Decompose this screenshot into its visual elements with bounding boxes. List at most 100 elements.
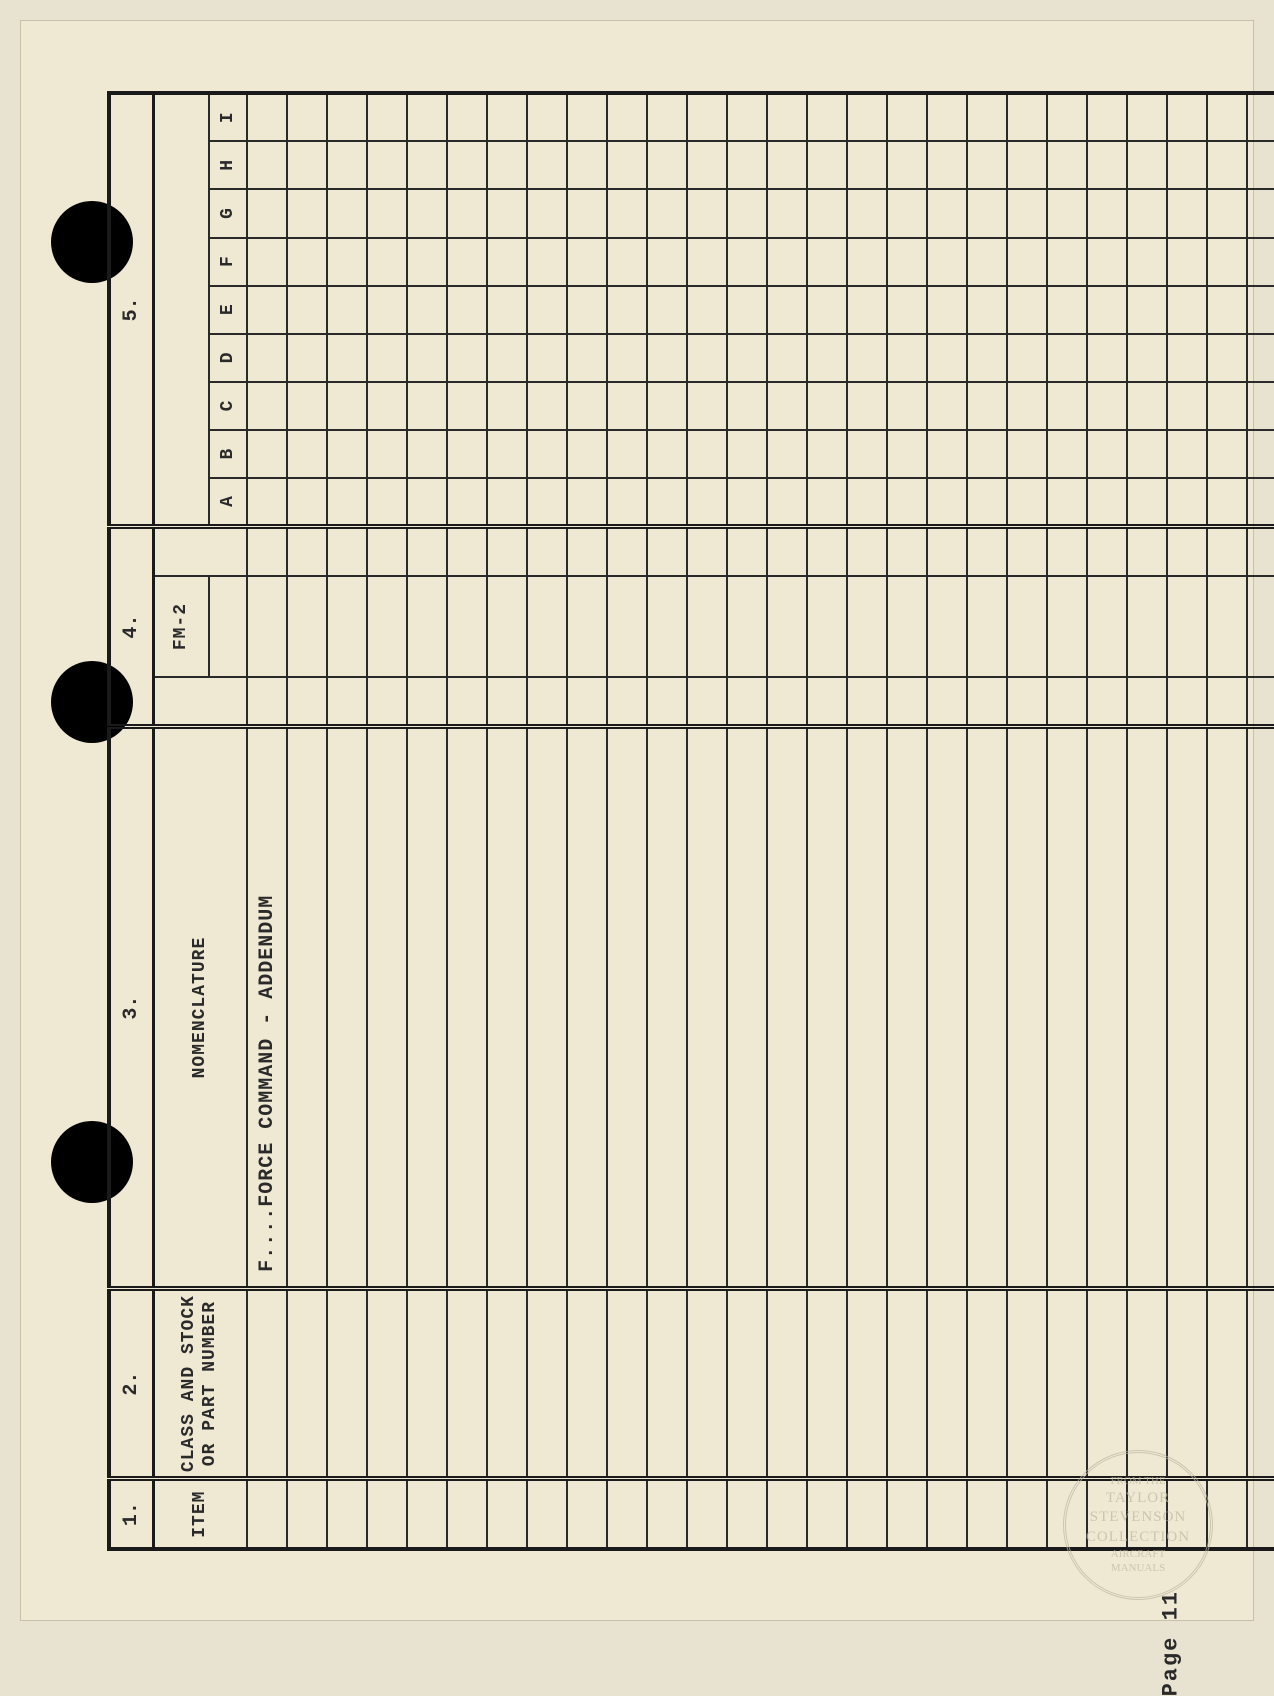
cell-s5 [327, 189, 367, 237]
cell-s5 [447, 381, 487, 429]
table-row [1047, 93, 1087, 1549]
cell-s5 [887, 333, 927, 381]
cell-fm2 [767, 526, 807, 576]
cell-s5 [687, 430, 727, 478]
cell-stock [1047, 1288, 1087, 1479]
cell-fm2 [607, 676, 647, 726]
cell-fm2 [1247, 526, 1274, 576]
cell-s5 [967, 189, 1007, 237]
cell-s5 [567, 93, 607, 141]
cell-fm2 [247, 576, 287, 676]
cell-nomen [1207, 726, 1247, 1288]
cell-s5 [247, 333, 287, 381]
cell-s5 [567, 478, 607, 526]
form-table-wrap: 1. 2. 3. 4. 5. ITEM CLASS AND STOCK OR P… [107, 91, 1167, 1551]
table-row: F....FORCE COMMAND - ADDENDUM [247, 93, 287, 1549]
cell-fm2 [647, 576, 687, 676]
cell-nomen [767, 726, 807, 1288]
cell-item [647, 1478, 687, 1548]
cell-s5 [1087, 333, 1127, 381]
cell-stock [1207, 1288, 1247, 1479]
section-number-row: 1. 2. 3. 4. 5. [109, 93, 153, 1549]
cell-item [767, 1478, 807, 1548]
cell-s5 [927, 381, 967, 429]
cell-s5 [287, 141, 327, 189]
cell-s5 [847, 237, 887, 285]
cell-nomen [887, 726, 927, 1288]
cell-fm2 [287, 576, 327, 676]
cell-fm2 [447, 676, 487, 726]
cell-fm2 [367, 526, 407, 576]
cell-s5 [327, 430, 367, 478]
cell-s5 [287, 189, 327, 237]
cell-nomen [447, 726, 487, 1288]
cell-s5 [887, 430, 927, 478]
cell-s5 [367, 189, 407, 237]
cell-nomen [1247, 726, 1274, 1288]
cell-s5 [807, 141, 847, 189]
cell-fm2 [887, 576, 927, 676]
table-row [1167, 93, 1207, 1549]
cell-s5 [967, 430, 1007, 478]
col-header-item: ITEM [153, 1478, 247, 1548]
cell-s5 [327, 381, 367, 429]
cell-s5 [887, 381, 927, 429]
cell-s5 [1167, 93, 1207, 141]
cell-s5 [567, 430, 607, 478]
table-row [1207, 93, 1247, 1549]
cell-s5 [1247, 478, 1274, 526]
cell-s5 [727, 285, 767, 333]
cell-fm2 [367, 676, 407, 726]
cell-s5 [607, 237, 647, 285]
cell-item [687, 1478, 727, 1548]
table-row [807, 93, 847, 1549]
cell-s5 [407, 141, 447, 189]
cell-s5 [1127, 381, 1167, 429]
cell-s5 [1167, 381, 1207, 429]
cell-stock [807, 1288, 847, 1479]
cell-s5 [447, 93, 487, 141]
cell-s5 [487, 381, 527, 429]
cell-stock [447, 1288, 487, 1479]
cell-nomen [927, 726, 967, 1288]
stamp-line: TAYLOR [1066, 1489, 1210, 1509]
cell-s5 [847, 141, 887, 189]
cell-s5 [487, 333, 527, 381]
cell-stock [527, 1288, 567, 1479]
cell-s5 [1007, 333, 1047, 381]
cell-nomen [1167, 726, 1207, 1288]
cell-s5 [647, 333, 687, 381]
cell-s5 [327, 93, 367, 141]
cell-item [1207, 1478, 1247, 1548]
cell-s5 [1127, 189, 1167, 237]
table-row [727, 93, 767, 1549]
section-num-3: 3. [109, 726, 153, 1288]
col-header-fm2-pad-r [153, 526, 247, 576]
cell-s5 [1047, 381, 1087, 429]
cell-s5 [247, 381, 287, 429]
cell-s5 [447, 285, 487, 333]
cell-s5 [847, 333, 887, 381]
cell-item [967, 1478, 1007, 1548]
cell-item [607, 1478, 647, 1548]
cell-fm2 [607, 576, 647, 676]
cell-s5 [1007, 285, 1047, 333]
cell-s5 [767, 189, 807, 237]
cell-fm2 [1087, 526, 1127, 576]
cell-s5 [647, 141, 687, 189]
cell-s5 [647, 93, 687, 141]
cell-fm2 [1047, 576, 1087, 676]
cell-s5 [927, 478, 967, 526]
cell-stock [727, 1288, 767, 1479]
cell-fm2 [1127, 526, 1167, 576]
cell-fm2 [327, 676, 367, 726]
cell-nomen [647, 726, 687, 1288]
cell-fm2 [1247, 676, 1274, 726]
cell-s5 [1247, 333, 1274, 381]
cell-stock [287, 1288, 327, 1479]
cell-s5 [1207, 93, 1247, 141]
cell-s5 [647, 189, 687, 237]
table-row [367, 93, 407, 1549]
cell-s5 [407, 478, 447, 526]
cell-s5 [647, 285, 687, 333]
